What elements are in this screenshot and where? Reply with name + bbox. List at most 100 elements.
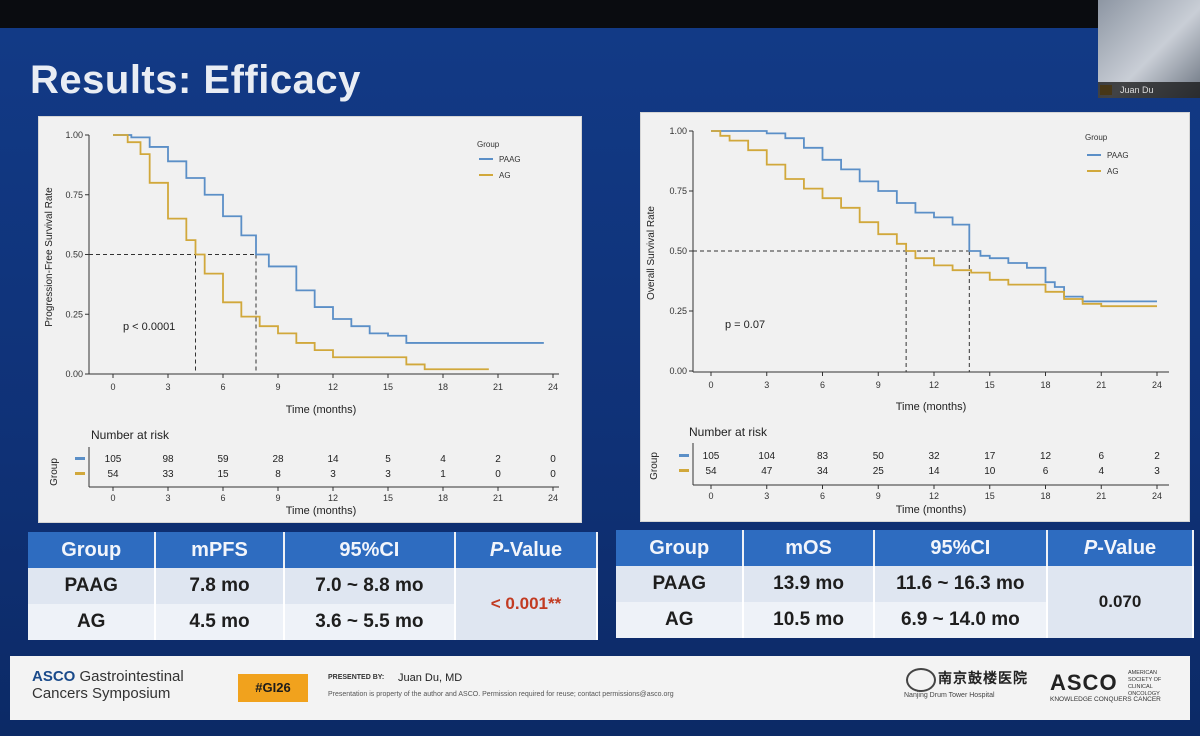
table-cell-ci: 6.9 ~ 14.0 mo [873, 602, 1049, 638]
pfs-risk-group-label: Group [49, 458, 60, 486]
risk-count: 17 [984, 451, 996, 462]
hospital-logo: 南京鼓楼医院 Nanjing Drum Tower Hospital [904, 668, 1028, 699]
risk-count: 104 [758, 451, 775, 462]
risk-x-tick-label: 3 [764, 491, 769, 501]
x-tick-label: 3 [165, 382, 170, 392]
legend-label-paag: PAAG [499, 155, 521, 164]
pfs-chart: 0.000.250.500.751.00 0 3 6 9 12 15 18 21 24 Prog… [44, 130, 559, 517]
risk-count: 3 [385, 469, 391, 480]
risk-count: 6 [1043, 466, 1049, 477]
risk-x-tick-label: 9 [275, 493, 280, 503]
risk-count: 32 [928, 451, 940, 462]
table-header: Group [616, 530, 745, 566]
legend-label-ag: AG [1107, 167, 1119, 176]
risk-count: 4 [1098, 466, 1104, 477]
x-tick-label: 21 [1096, 380, 1106, 390]
risk-count: 0 [495, 469, 501, 480]
table-cell-group: AG [28, 604, 157, 640]
x-tick-label: 21 [493, 382, 503, 392]
copyright-note: Presentation is property of the author a… [328, 691, 674, 698]
hospital-emblem-icon [906, 668, 936, 692]
risk-x-tick-label: 21 [1096, 491, 1106, 501]
hashtag-badge: #GI26 [238, 674, 308, 702]
os-legend-title: Group [1085, 133, 1108, 142]
risk-count: 0 [550, 469, 556, 480]
x-tick-label: 6 [220, 382, 225, 392]
y-tick-label: 0.00 [65, 369, 83, 379]
risk-x-tick-label: 0 [110, 493, 115, 503]
risk-count: 2 [1154, 451, 1160, 462]
y-tick-label: 0.50 [65, 250, 83, 260]
risk-x-tick-label: 15 [383, 493, 393, 503]
survival-curve-paag [113, 134, 544, 344]
x-tick-label: 9 [876, 380, 881, 390]
x-tick-label: 15 [985, 380, 995, 390]
risk-x-tick-label: 24 [1152, 491, 1162, 501]
risk-count: 14 [327, 454, 339, 465]
risk-x-tick-label: 12 [328, 493, 338, 503]
pfs-risk-title: Number at risk [91, 428, 170, 442]
table-cell-ci: 11.6 ~ 16.3 mo [873, 566, 1049, 602]
table-header-pvalue: P-Value [455, 532, 598, 568]
risk-row-swatch [75, 457, 85, 460]
x-tick-label: 24 [548, 382, 558, 392]
pfs-pvalue-annotation: p < 0.0001 [123, 321, 175, 333]
table-header: 95%CI [283, 532, 457, 568]
risk-count: 6 [1098, 451, 1104, 462]
risk-count: 28 [272, 454, 284, 465]
risk-count: 10 [984, 466, 996, 477]
y-tick-label: 1.00 [65, 130, 83, 140]
pfs-risk-x-axis-label: Time (months) [286, 505, 357, 517]
survival-curve-ag [113, 134, 489, 371]
legend-label-ag: AG [499, 171, 511, 180]
os-chart: 0.000.250.500.751.00 0 3 6 9 12 15 18 21 24 Over… [646, 126, 1169, 516]
x-tick-label: 0 [110, 382, 115, 392]
survival-curve-paag [711, 130, 1157, 303]
risk-count: 54 [107, 469, 119, 480]
table-header: mPFS [155, 532, 285, 568]
y-tick-label: 0.75 [669, 186, 687, 196]
table-header: Group [28, 532, 157, 568]
risk-x-tick-label: 21 [493, 493, 503, 503]
risk-count: 47 [761, 466, 773, 477]
risk-count: 1 [440, 469, 446, 480]
risk-count: 50 [873, 451, 885, 462]
risk-count: 4 [440, 454, 446, 465]
risk-count: 0 [550, 454, 556, 465]
table-cell-median: 7.8 mo [155, 568, 285, 604]
asco-logo-side-text: AMERICAN SOCIETY OF CLINICAL ONCOLOGY [1128, 670, 1162, 697]
presenter-webcam [1098, 0, 1200, 98]
risk-x-tick-label: 3 [165, 493, 170, 503]
presenter-name: Juan Du, MD [398, 672, 463, 684]
x-tick-label: 15 [383, 382, 393, 392]
risk-x-tick-label: 0 [708, 491, 713, 501]
table-header: mOS [743, 530, 875, 566]
risk-count: 34 [817, 466, 829, 477]
table-cell-group: PAAG [616, 566, 745, 602]
risk-x-tick-label: 6 [820, 491, 825, 501]
risk-x-tick-label: 15 [985, 491, 995, 501]
x-tick-label: 12 [929, 380, 939, 390]
risk-count: 59 [217, 454, 229, 465]
table-cell-median: 4.5 mo [155, 604, 285, 640]
risk-count: 3 [1154, 466, 1160, 477]
risk-count: 12 [1040, 451, 1052, 462]
y-tick-label: 1.00 [669, 126, 687, 136]
risk-count: 83 [817, 451, 829, 462]
risk-row-swatch [75, 472, 85, 475]
table-row: PAAG 7.8 mo 7.0 ~ 8.8 mo < 0.001** [28, 568, 598, 640]
table-row: AG 10.5 mo 6.9 ~ 14.0 mo [616, 602, 1193, 638]
risk-count: 5 [385, 454, 391, 465]
risk-count: 2 [495, 454, 501, 465]
y-tick-label: 0.00 [669, 366, 687, 376]
pfs-results-table: Group mPFS 95%CI P-Value PAAG 7.8 mo 7.0… [28, 532, 598, 640]
table-header-pvalue: P-Value [1047, 530, 1194, 566]
risk-x-tick-label: 18 [438, 493, 448, 503]
y-tick-label: 0.25 [669, 306, 687, 316]
x-tick-label: 24 [1152, 380, 1162, 390]
os-risk-x-axis-label: Time (months) [896, 504, 967, 516]
y-tick-label: 0.75 [65, 190, 83, 200]
asco-logo: ASCO [1050, 670, 1118, 695]
x-tick-label: 18 [1040, 380, 1050, 390]
table-cell-group: AG [616, 602, 745, 638]
